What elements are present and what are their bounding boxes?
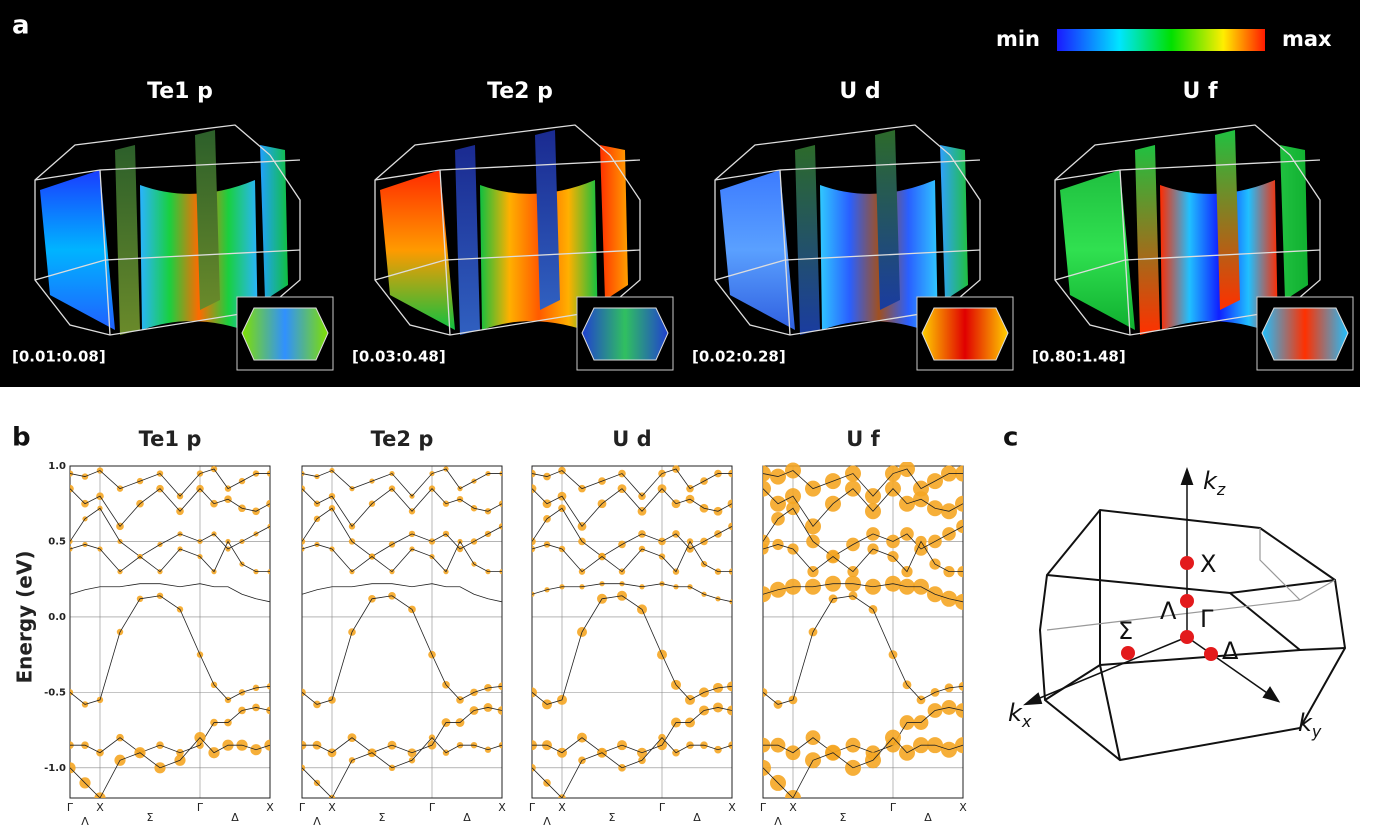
- colorbar-max: max: [1282, 27, 1332, 51]
- path-label: Λ: [313, 815, 321, 828]
- inset-hex: [582, 308, 668, 360]
- path-label: Λ: [774, 815, 782, 828]
- chart-title: U d: [612, 427, 651, 451]
- axis-sub: z: [1216, 480, 1226, 499]
- x-tick-label: X: [266, 801, 274, 814]
- colorbar-min: min: [996, 27, 1040, 51]
- axis-label: ky: [1298, 709, 1322, 741]
- range-label: [0.02:0.28]: [692, 348, 786, 366]
- axis-sub: y: [1311, 722, 1322, 741]
- x-tick-label: X: [328, 801, 336, 814]
- path-label: Δ: [463, 811, 471, 824]
- path-label: Δ: [924, 811, 932, 824]
- chart-title: U f: [846, 427, 880, 451]
- panel-title: U f: [1182, 79, 1218, 104]
- y-tick-label: 0.5: [48, 536, 66, 547]
- bands: [64, 466, 275, 804]
- path-label: Σ: [379, 811, 386, 824]
- x-tick-label: Γ: [197, 801, 204, 814]
- inset-hex: [922, 308, 1008, 360]
- path-label: Σ: [609, 811, 616, 824]
- panel-label: b: [12, 423, 31, 453]
- path-label: Λ: [543, 815, 551, 828]
- figure: a b c min max Energy (eV) X Λ Γ Σ Δ kz k…: [0, 0, 1375, 834]
- x-tick-label: X: [498, 801, 506, 814]
- x-tick-label: X: [728, 801, 736, 814]
- axis-base: k: [1008, 699, 1023, 727]
- x-tick-label: X: [789, 801, 797, 814]
- colorbar: [1057, 29, 1265, 51]
- range-label: [0.01:0.08]: [12, 348, 106, 366]
- x-tick-label: Γ: [890, 801, 897, 814]
- path-label: Δ: [231, 811, 239, 824]
- path-label: Σ: [147, 811, 154, 824]
- y-tick-label: 1.0: [48, 461, 66, 472]
- chart-title: Te1 p: [139, 427, 202, 451]
- point-label: X: [1200, 550, 1216, 578]
- range-label: [0.03:0.48]: [352, 348, 446, 366]
- point-label: Σ: [1118, 617, 1133, 645]
- chart-title: Te2 p: [371, 427, 434, 451]
- panel-label: c: [1003, 423, 1018, 453]
- weight-dot: [67, 539, 72, 544]
- bands: [527, 465, 737, 802]
- x-tick-label: X: [959, 801, 967, 814]
- axis-label: kz: [1203, 467, 1226, 499]
- panel-title: Te1 p: [147, 79, 213, 104]
- x-tick-label: Γ: [429, 801, 436, 814]
- inset-hex: [1262, 308, 1348, 360]
- x-tick-label: Γ: [659, 801, 666, 814]
- path-label: Δ: [693, 811, 701, 824]
- inset-hex: [242, 308, 328, 360]
- x-tick-label: X: [96, 801, 104, 814]
- y-tick-label: -0.5: [44, 687, 66, 698]
- y-tick-label: -1.0: [44, 763, 66, 774]
- point-label: Λ: [1160, 597, 1177, 625]
- panel-title: Te2 p: [487, 79, 553, 104]
- weight-dot: [67, 470, 73, 476]
- bands: [755, 461, 971, 806]
- range-label: [0.80:1.48]: [1032, 348, 1126, 366]
- weight-dot: [499, 501, 505, 507]
- x-tick-label: X: [558, 801, 566, 814]
- axis-base: k: [1203, 467, 1218, 495]
- panel-label: a: [12, 11, 30, 41]
- x-tick-label: Γ: [299, 801, 306, 814]
- y-axis-label: Energy (eV): [13, 551, 37, 684]
- axis-base: k: [1298, 709, 1313, 737]
- point-label: Γ: [1200, 605, 1214, 633]
- x-tick-label: Γ: [67, 801, 74, 814]
- path-label: Σ: [840, 811, 847, 824]
- path-label: Λ: [81, 815, 89, 828]
- point-label: Δ: [1222, 637, 1239, 665]
- y-tick-label: 0.0: [48, 612, 66, 623]
- panel-title: U d: [839, 79, 880, 104]
- bands: [298, 466, 507, 801]
- axis-sub: x: [1021, 712, 1032, 731]
- x-tick-label: Γ: [760, 801, 767, 814]
- x-tick-label: Γ: [529, 801, 536, 814]
